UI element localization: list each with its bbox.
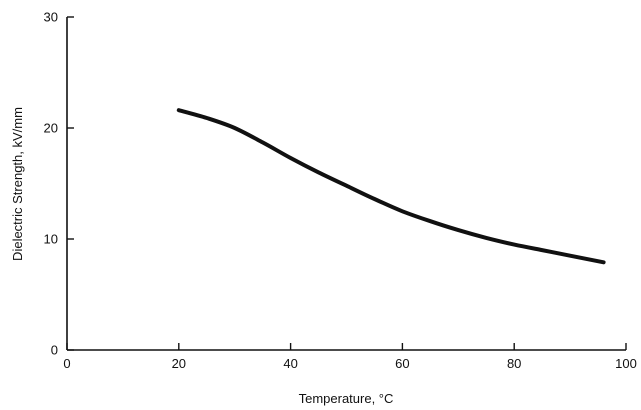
x-tick-label: 20 <box>172 356 186 371</box>
x-tick-label: 0 <box>63 356 70 371</box>
y-tick-label: 20 <box>44 121 58 136</box>
x-tick-label: 80 <box>507 356 521 371</box>
x-tick-label: 60 <box>395 356 409 371</box>
y-tick-label: 30 <box>44 10 58 25</box>
x-axis-label: Temperature, °C <box>299 391 394 406</box>
x-tick-label: 40 <box>283 356 297 371</box>
y-tick-label: 0 <box>51 343 58 358</box>
y-tick-label: 10 <box>44 232 58 247</box>
x-tick-label: 100 <box>615 356 637 371</box>
plot-area: 0 10 20 30 0 20 40 60 80 100 <box>44 10 637 372</box>
y-axis-label: Dielectric Strength, kV/mm <box>10 107 25 261</box>
series-line <box>176 108 606 265</box>
